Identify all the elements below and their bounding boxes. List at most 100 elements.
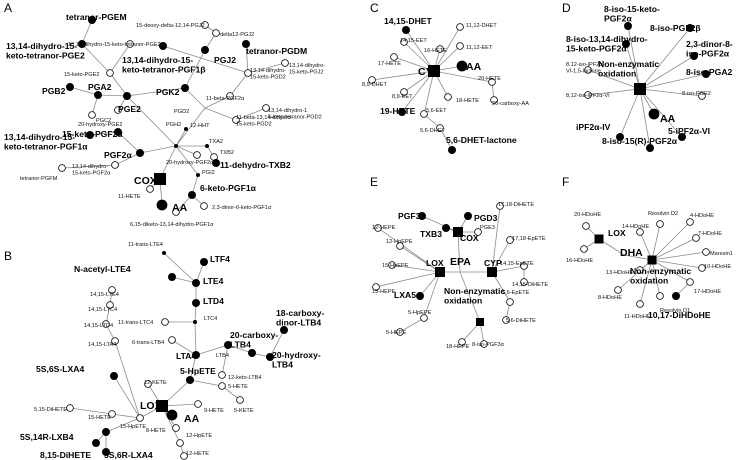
label-8-iso-15-keto: 8-iso-15-keto-PGF2α bbox=[604, 4, 660, 24]
label-20-carboxy-ltb4: 20-carboxy-LTB4 bbox=[230, 330, 278, 350]
edge-c-cyp-eet5 bbox=[423, 70, 435, 115]
edge-f-non-hdohe10 bbox=[651, 259, 703, 269]
edge-a-pga2-pgb2 bbox=[69, 86, 99, 96]
node-15k-pge2 bbox=[106, 69, 114, 77]
label-14-hdohe: 14-HDoHE bbox=[622, 224, 649, 230]
node-lte4 bbox=[191, 278, 200, 287]
node-pgh2 bbox=[173, 143, 178, 148]
edge-d-dh15k bbox=[625, 43, 641, 90]
hub-lox-e bbox=[435, 267, 445, 277]
label-pgh2: PGH2 bbox=[166, 122, 181, 128]
label-9-hete: 9-HETE bbox=[204, 408, 224, 414]
label-dhk-tetranor-pgf1b: 13,14-dihydro-15-keto-tetranor-PGF1β bbox=[122, 55, 206, 75]
edge-f-non-hdohe17 bbox=[651, 259, 691, 283]
edge-e-lox-hpepe15 bbox=[391, 264, 441, 273]
node-1415-lta4 bbox=[111, 337, 119, 345]
edge-c-cyp-hete19 bbox=[401, 70, 435, 113]
node-8-iso-15r bbox=[646, 143, 655, 152]
label-20-oh-ltb4: 20-hydroxy-LTB4 bbox=[272, 350, 321, 370]
label-non-e: Non-enzymatic oxidation bbox=[444, 286, 505, 306]
label-8-9-eet: 8,9-EET bbox=[392, 94, 413, 100]
edge-d-iso15r bbox=[639, 88, 651, 149]
node-aa-d bbox=[648, 108, 660, 120]
node-pgf3a bbox=[417, 211, 426, 220]
edge-b-lte4-trans11lte4 bbox=[163, 252, 197, 284]
label-lox-b: LOX bbox=[140, 400, 162, 412]
node-19-hete bbox=[397, 108, 406, 117]
edge-b-hpete5-lta4 bbox=[189, 354, 197, 381]
label-dhk-tetranor-pge2-small: 13,14-dihydro-15-keto-tetranor-PGE2 bbox=[68, 42, 161, 48]
node-17-hete bbox=[390, 53, 398, 61]
node-8-iso-pge2 bbox=[698, 92, 706, 100]
label-aa-c: AA bbox=[466, 61, 482, 73]
label-18-hete: 18-HETE bbox=[456, 98, 479, 104]
label-pga2: PGA2 bbox=[88, 82, 112, 92]
label-17-18-epete: 17,18-EpETE bbox=[512, 236, 546, 242]
node-8-iso-pga2 bbox=[702, 70, 711, 79]
label-15-hpepe: 15-HpEPE bbox=[382, 263, 409, 269]
label-nonenzymatic-d: Non-enzymatic oxidation bbox=[598, 59, 659, 79]
edge-b-hpete5-hete5 bbox=[189, 379, 223, 387]
node-5-hepe bbox=[396, 328, 404, 336]
node-delta12-pgj2 bbox=[212, 29, 220, 37]
edge-a-pgh2-oh20pgf2a bbox=[175, 145, 198, 156]
label-11-12-eet: 11,12-EET bbox=[466, 45, 493, 51]
label-1415-ltc4: 14,15-LTC4 bbox=[88, 307, 117, 313]
label-20-hdohe: 20-HDoHE bbox=[574, 212, 601, 218]
node-iso-lactone bbox=[584, 66, 592, 74]
label-lox-e: LOX bbox=[426, 258, 444, 268]
node-515-dihete bbox=[66, 404, 74, 412]
label-5-hepe: 5-HEPE bbox=[386, 330, 406, 336]
edge-f-non-resolvin_d2 bbox=[651, 223, 661, 261]
node-lxa4-5s6s bbox=[110, 371, 119, 380]
label-lte4: LTE4 bbox=[203, 276, 224, 286]
label-dhk-pgj2: 13,14-dihydro-15-keto-PGJ2 bbox=[289, 63, 325, 75]
edge-e-hpepe5-hepe5 bbox=[399, 317, 425, 333]
edge-d-ipf_iv bbox=[619, 88, 641, 138]
node-5-hpepe bbox=[420, 314, 428, 322]
node-11t-ltc4 bbox=[161, 318, 169, 326]
node-14-hdohe bbox=[636, 228, 644, 236]
edge-a-pgf2a-k15pgf2a bbox=[117, 131, 141, 154]
label-19-hete: 19-HETE bbox=[380, 106, 416, 116]
label-dhet-lactone: 5,6-DHET-lactone bbox=[446, 135, 517, 145]
node-ltc4 bbox=[192, 319, 197, 324]
label-17-hdohe: 17-HDoHE bbox=[694, 289, 721, 295]
node-17-18-epete bbox=[506, 236, 514, 244]
edge-d-ipf_vi bbox=[639, 88, 683, 138]
edge-b-lta4-trans6ltb4 bbox=[171, 339, 197, 356]
node-dh1-tpgd2 bbox=[262, 104, 270, 112]
label-pgi2: PGI2 bbox=[202, 170, 215, 176]
node-pgb2 bbox=[66, 83, 75, 92]
edge-c-cyp-dhet8 bbox=[371, 70, 435, 81]
node-deoxy-pgj2 bbox=[201, 21, 209, 29]
label-14-15-dhet: 14,15-DHET bbox=[384, 16, 433, 26]
node-resolvin-d2 bbox=[656, 220, 664, 228]
node-5-6-dihete bbox=[502, 316, 510, 324]
label-tetranor-pgfm: tetranor-PGFM bbox=[20, 176, 58, 182]
node-ltb4 bbox=[223, 340, 232, 349]
edge-a-pgh2-pgi2 bbox=[175, 145, 199, 176]
node-5-6-eet bbox=[420, 110, 428, 118]
label-iso-vi: 8,12-iso-iPF2α-VI bbox=[566, 93, 610, 99]
edge-b-ltb4-keto12 bbox=[221, 344, 229, 376]
edge-a-pgf2a-dhk_pgf2a bbox=[114, 152, 141, 166]
node-11-hete bbox=[146, 185, 154, 193]
edge-d-pgf2b bbox=[639, 27, 691, 90]
label-pgk2: PGK2 bbox=[156, 87, 180, 97]
label-ipf-iv: iPF2α-IV bbox=[576, 122, 611, 132]
label-11-12-dhet: 11,12-DHET bbox=[466, 23, 497, 29]
node-15-hpepe bbox=[388, 261, 396, 269]
node-tetranor-pgfm bbox=[58, 164, 66, 172]
edge-e-lox-hpepe12 bbox=[399, 245, 441, 273]
node-dhk-pgf2a bbox=[111, 161, 119, 169]
node-ipf-iv bbox=[616, 132, 625, 141]
label-epa: EPA bbox=[450, 256, 471, 268]
node-11-12-eet bbox=[456, 42, 464, 50]
hub-non-f bbox=[647, 255, 657, 265]
label-12-hpepe: 12-HpEPE bbox=[386, 239, 413, 245]
edge-a-pge2-k15pge2 bbox=[109, 72, 128, 97]
edge-b-lta4-ltb4 bbox=[195, 344, 229, 356]
node-5-kete bbox=[236, 396, 244, 404]
edge-f-non-hdohe7 bbox=[651, 237, 697, 261]
